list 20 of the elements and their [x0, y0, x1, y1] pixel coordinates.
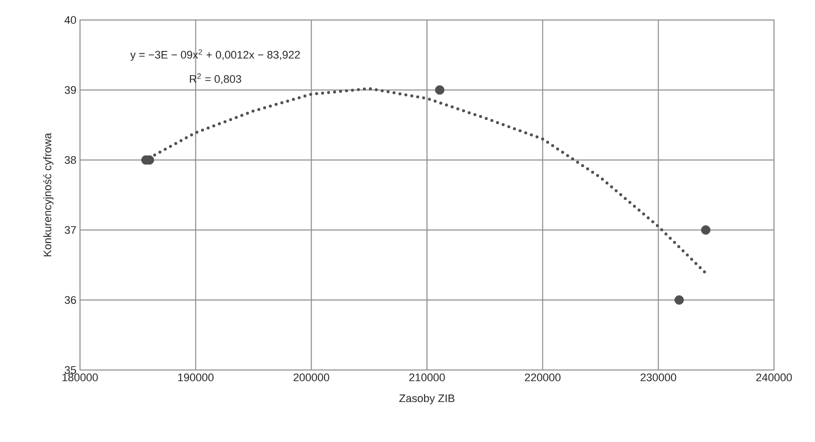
x-tick-label: 190000 — [178, 374, 214, 382]
x-tick-label: 180000 — [62, 374, 98, 382]
y-tick-label: 36 — [64, 296, 76, 304]
y-tick-label: 38 — [64, 156, 76, 164]
y-axis-title: Konkurencyjność cyfrowa — [43, 132, 54, 256]
y-tick-label: 35 — [64, 366, 76, 374]
y-tick-label: 39 — [64, 86, 76, 94]
point — [435, 85, 444, 95]
x-tick-label: 220000 — [524, 374, 561, 382]
point — [674, 295, 684, 305]
y-tick-label: 37 — [64, 226, 76, 234]
point — [701, 225, 710, 235]
x-axis-title: Zasoby ZIB — [399, 394, 454, 404]
x-tick-label: 240000 — [756, 374, 792, 382]
y-tick-label: 40 — [64, 16, 76, 24]
x-tick-label: 200000 — [294, 374, 330, 382]
x-tick-label: 210000 — [409, 374, 445, 382]
annotation: R$^{2}$ = 0,803 — [190, 73, 242, 84]
annotation: y = −3E − 09x$^{2}$ + 0,0012x − 83,922 — [130, 49, 300, 61]
x-tick-label: 230000 — [640, 374, 676, 382]
